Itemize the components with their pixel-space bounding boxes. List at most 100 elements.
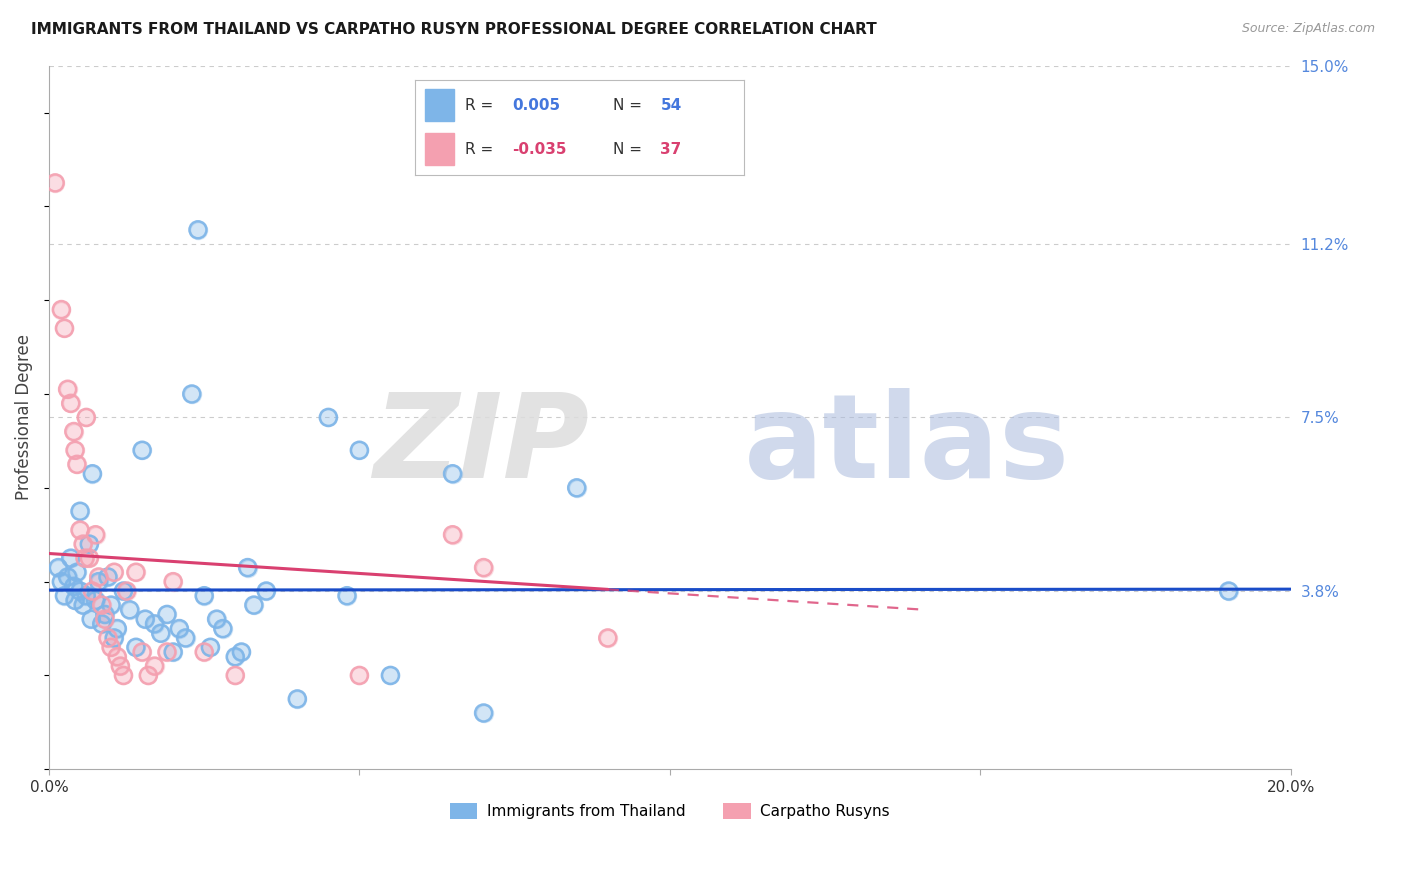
Point: [115, 584, 138, 599]
Point: [224, 668, 246, 682]
Point: [380, 668, 402, 682]
Point: [80, 612, 103, 626]
Point: [162, 645, 184, 659]
Point: [100, 598, 122, 612]
Point: [441, 467, 464, 481]
Point: [143, 616, 166, 631]
Point: [318, 410, 340, 425]
Point: [84, 527, 107, 541]
Point: [254, 584, 277, 599]
Point: [46, 560, 69, 574]
Point: [63, 443, 86, 458]
Point: [72, 598, 94, 612]
Point: [596, 631, 619, 645]
Point: [53, 589, 76, 603]
Point: [69, 504, 91, 518]
Point: [97, 631, 120, 645]
Point: [72, 537, 94, 551]
Point: [87, 574, 110, 589]
Point: [180, 387, 202, 401]
Point: [90, 598, 112, 612]
Point: [59, 396, 82, 410]
Point: [75, 589, 97, 603]
Point: [254, 584, 277, 599]
Point: [105, 622, 128, 636]
Point: [79, 551, 101, 566]
Point: [336, 589, 359, 603]
Point: [174, 631, 197, 645]
Point: [211, 622, 233, 636]
Point: [110, 659, 132, 673]
Point: [380, 668, 402, 682]
Point: [56, 382, 79, 396]
Point: [136, 668, 159, 682]
Point: [84, 527, 107, 541]
Point: [349, 668, 371, 682]
Point: [90, 598, 112, 612]
Point: [63, 593, 86, 607]
Point: [84, 593, 107, 607]
Point: [105, 649, 128, 664]
Point: [62, 579, 84, 593]
Point: [472, 706, 495, 720]
Point: [180, 387, 202, 401]
Point: [100, 598, 122, 612]
Point: [46, 560, 69, 574]
Point: [80, 612, 103, 626]
Point: [169, 622, 191, 636]
Point: [472, 560, 495, 574]
Point: [231, 645, 253, 659]
Text: ZIP: ZIP: [373, 388, 589, 503]
Point: [243, 598, 266, 612]
Y-axis label: Professional Degree: Professional Degree: [15, 334, 32, 500]
Point: [53, 321, 76, 335]
Point: [125, 566, 148, 580]
Point: [51, 302, 73, 317]
Point: [94, 607, 117, 622]
Point: [53, 589, 76, 603]
Point: [125, 640, 148, 655]
Point: [100, 640, 122, 655]
Point: [75, 410, 97, 425]
Point: [565, 481, 588, 495]
Point: [193, 589, 215, 603]
Point: [63, 593, 86, 607]
Point: [62, 425, 84, 439]
Point: [51, 302, 73, 317]
Point: [51, 574, 73, 589]
Point: [134, 612, 156, 626]
Point: [336, 589, 359, 603]
Point: [94, 612, 117, 626]
Point: [131, 443, 153, 458]
Point: [112, 584, 135, 599]
Point: [143, 659, 166, 673]
Point: [69, 584, 91, 599]
Point: [472, 560, 495, 574]
Point: [66, 458, 89, 472]
Point: [205, 612, 228, 626]
Point: [51, 574, 73, 589]
Point: [73, 551, 96, 566]
Point: [285, 692, 308, 706]
Point: [66, 566, 89, 580]
Point: [118, 603, 141, 617]
Point: [349, 668, 371, 682]
Point: [318, 410, 340, 425]
Point: [349, 443, 371, 458]
Point: [174, 631, 197, 645]
Point: [72, 598, 94, 612]
Point: [72, 537, 94, 551]
Point: [236, 560, 259, 574]
Point: [193, 645, 215, 659]
Point: [156, 607, 179, 622]
Point: [56, 382, 79, 396]
Point: [100, 640, 122, 655]
Point: [143, 659, 166, 673]
Point: [125, 640, 148, 655]
Point: [62, 425, 84, 439]
Point: [69, 584, 91, 599]
Point: [200, 640, 222, 655]
Point: [231, 645, 253, 659]
Point: [211, 622, 233, 636]
Point: [441, 527, 464, 541]
